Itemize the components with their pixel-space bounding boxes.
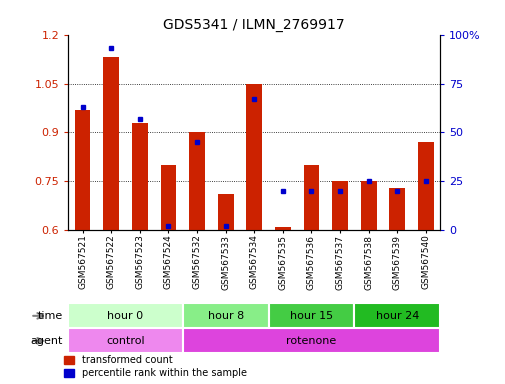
Bar: [268, 303, 354, 328]
Bar: [68, 328, 182, 353]
Title: GDS5341 / ILMN_2769917: GDS5341 / ILMN_2769917: [163, 18, 344, 32]
Bar: [389, 188, 405, 230]
Bar: [217, 194, 233, 230]
Text: hour 24: hour 24: [375, 311, 418, 321]
Bar: [68, 303, 182, 328]
Text: hour 8: hour 8: [207, 311, 243, 321]
Bar: [160, 165, 176, 230]
Bar: [182, 303, 268, 328]
Bar: [360, 182, 376, 230]
Bar: [103, 58, 119, 230]
Legend: transformed count, percentile rank within the sample: transformed count, percentile rank withi…: [63, 354, 247, 379]
Bar: [303, 165, 319, 230]
Bar: [417, 142, 433, 230]
Text: hour 0: hour 0: [107, 311, 143, 321]
Text: hour 15: hour 15: [289, 311, 332, 321]
Text: control: control: [106, 336, 144, 346]
Bar: [189, 132, 205, 230]
Text: agent: agent: [31, 336, 63, 346]
Bar: [132, 123, 147, 230]
Text: time: time: [38, 311, 63, 321]
Text: rotenone: rotenone: [286, 336, 336, 346]
Bar: [354, 303, 439, 328]
Bar: [246, 84, 262, 230]
Bar: [274, 227, 290, 230]
Bar: [182, 328, 439, 353]
Bar: [332, 182, 347, 230]
Bar: [75, 110, 90, 230]
